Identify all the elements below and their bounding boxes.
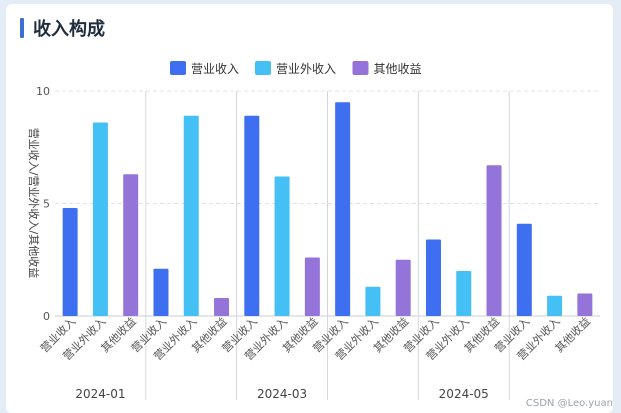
- bar-6-营业收入[interactable]: [516, 223, 532, 316]
- bar-5-营业收入[interactable]: [425, 239, 441, 317]
- legend-swatch-其他收益: [352, 61, 369, 75]
- bar-6-其他收益[interactable]: [577, 293, 593, 317]
- bar-2-营业外收入[interactable]: [183, 115, 199, 316]
- bar-4-营业收入[interactable]: [335, 102, 351, 316]
- bar-4-其他收益[interactable]: [395, 259, 411, 316]
- y-tick-label: 5: [43, 198, 50, 211]
- bar-1-其他收益[interactable]: [123, 174, 139, 316]
- bar-2-营业收入[interactable]: [153, 268, 169, 316]
- group-label: 2024-05: [439, 387, 489, 401]
- legend-swatch-营业外收入: [255, 61, 271, 75]
- bar-6-营业外收入[interactable]: [547, 295, 563, 316]
- legend-entry-其他收益[interactable]: 其他收益: [374, 62, 422, 76]
- bar-5-营业外收入[interactable]: [456, 271, 472, 316]
- bar-3-其他收益[interactable]: [304, 257, 320, 317]
- legend-entry-营业外收入[interactable]: 营业外收入: [276, 62, 336, 76]
- y-tick-label: 0: [43, 310, 50, 323]
- bar-1-营业收入[interactable]: [62, 208, 78, 316]
- y-axis-label: 营业收入/营业外收入/其他收益: [27, 128, 41, 278]
- watermark: CSDN @Leo.yuan: [525, 398, 613, 409]
- bar-1-营业外收入[interactable]: [92, 122, 108, 317]
- bar-2-其他收益[interactable]: [214, 298, 230, 316]
- group-label: 2024-03: [257, 387, 307, 401]
- title-accent-bar: [20, 18, 24, 38]
- bar-3-营业收入[interactable]: [244, 115, 260, 316]
- bar-3-营业外收入[interactable]: [274, 176, 290, 317]
- bar-4-营业外收入[interactable]: [365, 286, 381, 316]
- bar-5-其他收益[interactable]: [486, 165, 502, 316]
- legend-entry-营业收入[interactable]: 营业收入: [191, 62, 239, 76]
- group-label: 2024-01: [75, 387, 125, 401]
- y-tick-label: 10: [36, 85, 50, 98]
- page-title: 收入构成: [33, 19, 105, 40]
- legend-swatch-营业收入: [170, 61, 186, 75]
